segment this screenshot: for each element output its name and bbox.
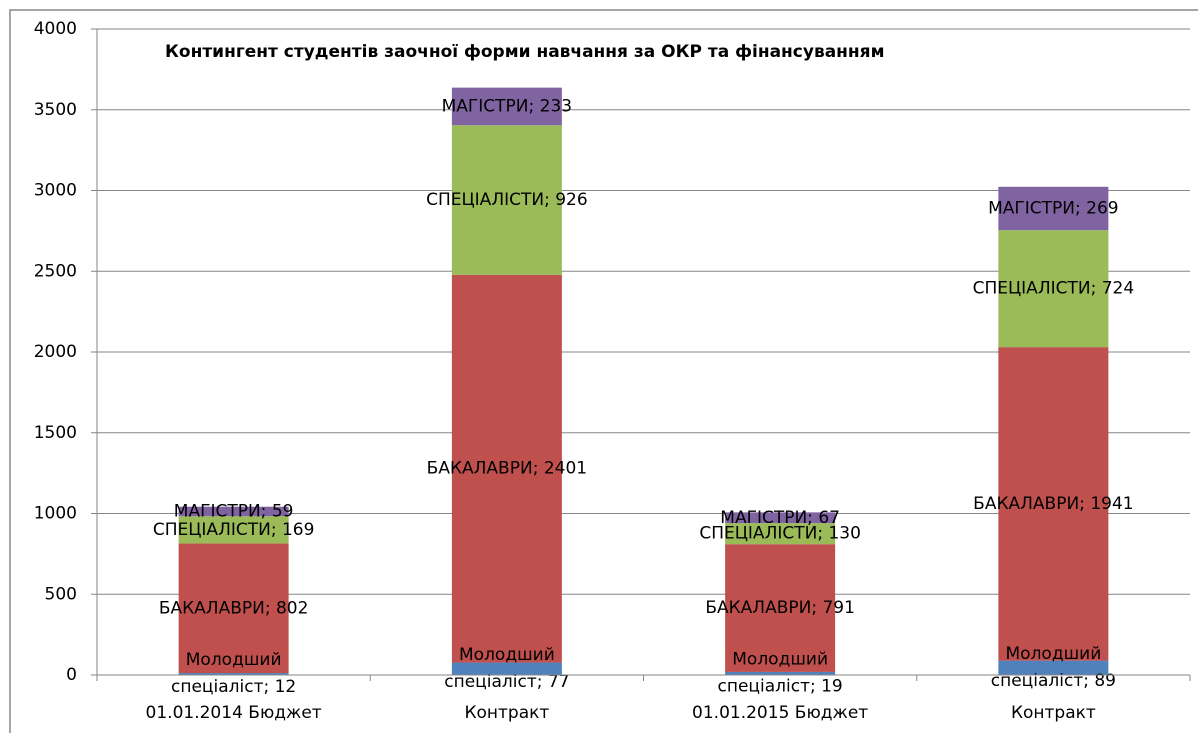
- bar-segment: [178, 543, 289, 674]
- bar-segment: [178, 516, 289, 544]
- y-tick-label: 2500: [34, 261, 77, 281]
- bar-segment: [451, 125, 562, 275]
- data-label: Молодший спеціаліст; 12: [171, 650, 296, 697]
- bar-segment: [725, 544, 836, 672]
- x-tick-label: 01.01.2014 Бюджет: [146, 703, 322, 723]
- y-tick-label: 2000: [34, 342, 77, 362]
- bar-segment: [725, 523, 836, 545]
- bar-segment: [998, 660, 1109, 675]
- data-label: Молодший спеціаліст; 19: [718, 649, 843, 696]
- data-label: СПЕЦІАЛІСТИ; 926: [426, 190, 588, 210]
- bar-segment: [998, 186, 1109, 231]
- data-label: Молодший спеціаліст; 89: [991, 644, 1116, 691]
- bar-segment: [998, 230, 1109, 348]
- bar-segment: [725, 671, 836, 675]
- bar-segment: [178, 673, 289, 675]
- y-tick-label: 0: [66, 665, 77, 685]
- data-label: СПЕЦІАЛІСТИ; 169: [153, 520, 315, 540]
- bar-segment: [725, 512, 836, 524]
- data-label: БАКАЛАВРИ; 791: [705, 598, 855, 618]
- x-tick-label: Контракт: [464, 703, 549, 723]
- bar-segment: [178, 506, 289, 517]
- data-label: МАГІСТРИ; 269: [988, 199, 1118, 219]
- bar-segment: [451, 274, 562, 663]
- chart-title: Контингент студентів заочної форми навча…: [165, 42, 884, 62]
- bar-segment: [451, 87, 562, 126]
- data-label: МАГІСТРИ; 59: [174, 501, 294, 521]
- bar-segment: [451, 662, 562, 675]
- y-tick-label: 4000: [34, 19, 77, 39]
- data-label: БАКАЛАВРИ; 802: [159, 598, 309, 618]
- data-label: Молодший спеціаліст; 77: [444, 645, 569, 692]
- data-label: БАКАЛАВРИ; 1941: [973, 494, 1133, 514]
- y-tick-label: 1500: [34, 423, 77, 443]
- y-tick-label: 3000: [34, 181, 77, 201]
- data-label: МАГІСТРИ; 67: [720, 508, 840, 528]
- x-tick-label: Контракт: [1011, 703, 1096, 723]
- data-label: СПЕЦІАЛІСТИ; 724: [973, 279, 1135, 299]
- y-tick-label: 500: [45, 584, 77, 604]
- y-tick-label: 3500: [34, 100, 77, 120]
- data-label: БАКАЛАВРИ; 2401: [427, 459, 587, 479]
- x-tick-label: 01.01.2015 Бюджет: [692, 703, 868, 723]
- bar-segment: [998, 347, 1109, 661]
- data-label: МАГІСТРИ; 233: [442, 96, 572, 116]
- y-tick-label: 1000: [34, 504, 77, 524]
- chart-border: [9, 9, 1198, 733]
- data-label: СПЕЦІАЛІСТИ; 130: [699, 524, 861, 544]
